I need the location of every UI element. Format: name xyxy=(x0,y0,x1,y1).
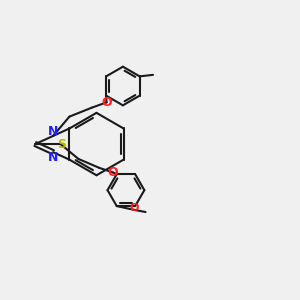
Text: N: N xyxy=(48,125,58,138)
Text: N: N xyxy=(48,151,58,164)
Text: O: O xyxy=(130,203,139,214)
Text: O: O xyxy=(107,166,118,179)
Text: S: S xyxy=(57,138,66,151)
Text: O: O xyxy=(101,96,112,109)
